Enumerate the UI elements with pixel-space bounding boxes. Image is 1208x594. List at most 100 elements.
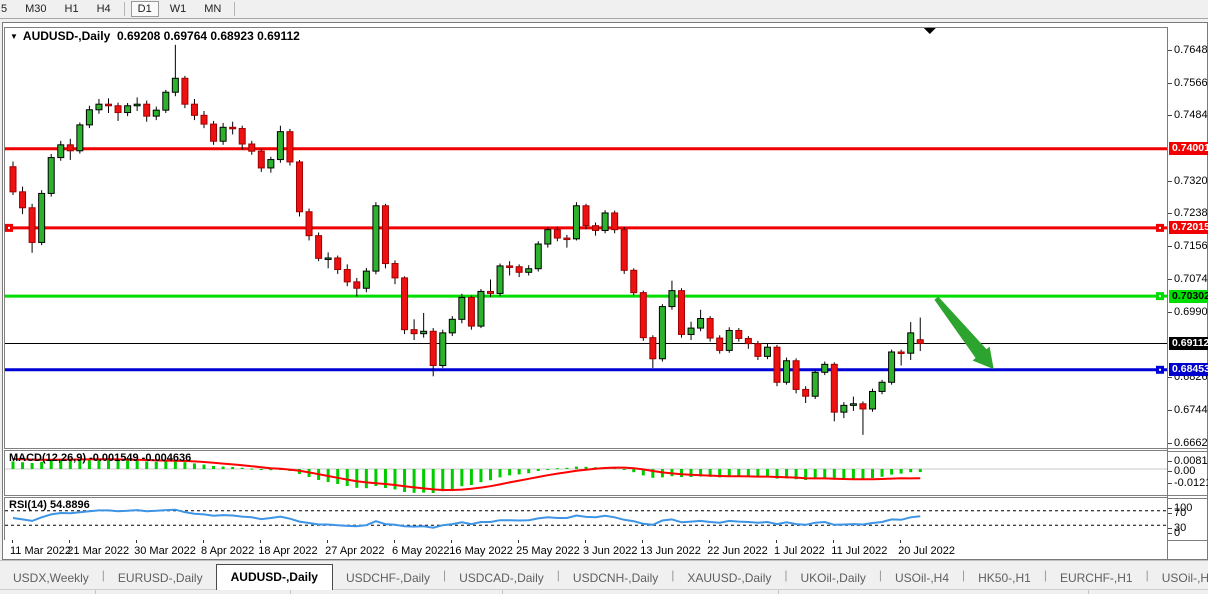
time-axis-tick [136, 540, 138, 543]
macd-bar [574, 466, 578, 469]
candle [840, 402, 848, 419]
candle [849, 396, 857, 411]
timeframe-button-5[interactable]: 5 [1, 3, 8, 15]
candle [190, 99, 198, 121]
macd-bar [345, 469, 349, 486]
time-axis-tick [69, 540, 71, 543]
symbol-tab-usdchf[interactable]: USDCHF-,Daily [345, 571, 430, 585]
down-arrow-annotation[interactable] [934, 296, 994, 370]
macd-axis-label: 0.00 [1174, 465, 1196, 477]
candle [467, 295, 475, 330]
candle [429, 328, 437, 377]
symbol-tab-usdcnh[interactable]: USDCNH-,Daily [572, 571, 659, 585]
time-axis-tick [709, 540, 711, 543]
macd-bar [737, 469, 741, 477]
axis-separator [1168, 448, 1207, 449]
symbol-tab-usdcad[interactable]: USDCAD-,Daily [459, 571, 544, 585]
rsi-line [12, 508, 921, 529]
time-axis[interactable]: 11 Mar 2022 21 Mar 2022 30 Mar 2022 8 Apr 2… [4, 540, 1167, 559]
chart-menu-icon[interactable]: ▼ [10, 32, 18, 41]
price-axis-tick [1168, 377, 1172, 379]
time-axis-label: 22 Jun 2022 [707, 545, 768, 557]
rsi-chart[interactable] [5, 498, 1168, 538]
timeframe-button-d1[interactable]: D1 [130, 1, 159, 17]
candle [401, 276, 409, 335]
timeframe-button-mn[interactable]: MN [204, 3, 222, 15]
rsi-axis-label: 0 [1174, 527, 1181, 539]
macd-bar [584, 466, 588, 469]
macd-bar [832, 469, 836, 480]
macd-axis-tick [1168, 461, 1172, 462]
candle [143, 100, 151, 122]
symbol-tab-audusd[interactable]: AUDUSD-,Daily [215, 564, 333, 590]
macd-bar [718, 469, 722, 478]
candle [668, 280, 676, 310]
macd-bar [489, 469, 492, 481]
candle [859, 401, 867, 435]
candle [296, 159, 303, 217]
symbol-tab-usoil[interactable]: USOil-,H4 [1161, 571, 1208, 585]
candle [592, 222, 600, 236]
symbol-tab-ukoil[interactable]: UKOil-,Daily [800, 571, 866, 585]
price-axis-tick [1168, 213, 1172, 215]
candle [620, 226, 628, 274]
macd-bar [202, 464, 206, 469]
candle [9, 161, 17, 196]
symbol-tab-eurusd[interactable]: EURUSD-,Daily [117, 571, 203, 585]
macd-bar [918, 469, 922, 473]
symbol-tab-usoil[interactable]: USOil-,H4 [894, 571, 949, 585]
macd-bar [68, 459, 72, 469]
macd-bar [680, 469, 683, 477]
axis-separator [1168, 451, 1207, 452]
candle [802, 386, 810, 403]
macd-bar [183, 462, 187, 469]
macd-axis-label: -0.012121 [1174, 477, 1208, 489]
macd-bar [479, 469, 483, 483]
timeframe-button-h4[interactable]: H4 [96, 3, 111, 15]
macd-bar [422, 469, 426, 493]
time-axis-tick [776, 540, 777, 543]
macd-bar [145, 461, 149, 469]
macd-bar [259, 469, 263, 470]
macd-pane[interactable]: MACD(12,26,9) -0.001549 -0.004636 [4, 450, 1169, 496]
macd-chart[interactable] [5, 451, 1168, 493]
candlestick-chart[interactable] [5, 28, 1168, 448]
time-axis-label: 16 May 2022 [449, 545, 513, 557]
symbol-tab-eurchf[interactable]: EURCHF-,H1 [1059, 571, 1133, 585]
hline-handle[interactable] [1156, 292, 1164, 301]
status-separator [95, 590, 96, 594]
chart-symbol-period: AUDUSD-,Daily [22, 29, 111, 43]
symbol-tab-hk50[interactable]: HK50-,H1 [978, 571, 1031, 585]
hline-handle[interactable] [1156, 365, 1164, 374]
rsi-pane[interactable]: RSI(14) 54.8896 [4, 497, 1169, 541]
time-axis-tick [642, 540, 644, 543]
timeframe-button-m30[interactable]: M30 [25, 3, 47, 15]
main-chart-pane[interactable]: ▼ AUDUSD-,Daily 0.69208 0.69764 0.68923 0… [4, 27, 1169, 449]
rsi-axis-label: 100 [1174, 502, 1193, 514]
time-axis-tick [203, 540, 204, 543]
macd-bar [450, 469, 454, 489]
macd-bar [355, 469, 359, 488]
symbol-tab-xauusd[interactable]: XAUUSD-,Daily [687, 571, 772, 585]
timeframe-button-w1[interactable]: W1 [169, 3, 187, 15]
symbol-tabbar: USDX,Weekly | EURUSD-,Daily AUDUSD-,Daily US… [0, 560, 1208, 590]
macd-bar [135, 460, 139, 469]
top-marker-icon [923, 28, 936, 34]
time-axis-tick [12, 540, 13, 543]
candle [582, 203, 590, 230]
status-separator [778, 590, 779, 594]
time-axis-label: 1 Jul 2022 [774, 545, 825, 557]
macd-bar [785, 469, 789, 479]
hline-handle[interactable] [5, 223, 13, 232]
timeframe-button-h1[interactable]: H1 [64, 3, 79, 15]
symbol-tab-usdx[interactable]: USDX,Weekly [13, 571, 89, 585]
candle [353, 277, 361, 297]
macd-bar [794, 469, 798, 480]
hline-handle[interactable] [1156, 223, 1164, 232]
macd-bar [441, 469, 445, 492]
rsi-axis-tick [1168, 513, 1172, 514]
macd-bar [173, 461, 177, 469]
macd-bar [565, 467, 569, 469]
